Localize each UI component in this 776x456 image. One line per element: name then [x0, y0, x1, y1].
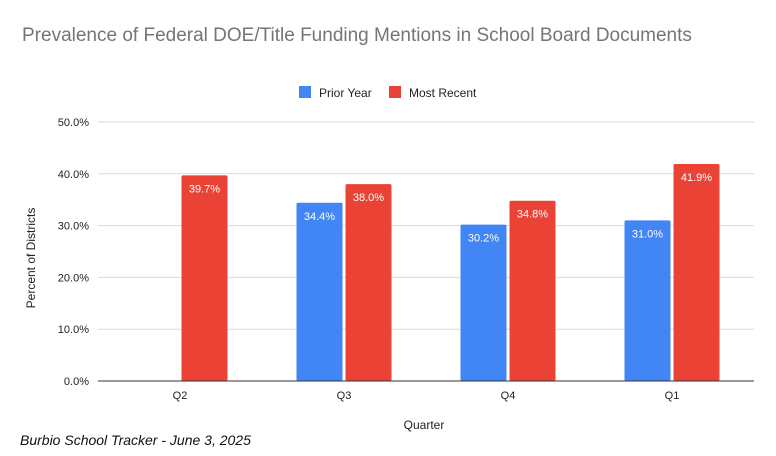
data-label-most-recent-q1: 41.9% — [681, 172, 712, 184]
legend: Prior Year Most Recent — [299, 86, 477, 100]
x-tick-label: Q4 — [501, 390, 516, 402]
x-axis-label: Quarter — [404, 418, 445, 432]
x-tick-label: Q3 — [337, 390, 352, 402]
legend-label-prior-year: Prior Year — [319, 86, 372, 100]
y-tick-label: 10.0% — [58, 324, 89, 336]
bar-prior-year-q4 — [460, 224, 507, 381]
bar-most-recent-q2 — [181, 175, 228, 381]
y-tick-label: 40.0% — [58, 169, 89, 181]
y-axis-ticks: 0.0% 10.0% 20.0% 30.0% 40.0% 50.0% — [58, 117, 89, 388]
chart-title: Prevalence of Federal DOE/Title Funding … — [22, 25, 692, 46]
data-label-prior-year-q3: 34.4% — [304, 211, 335, 223]
bar-prior-year-q1 — [624, 220, 671, 381]
y-axis-label: Percent of Districts — [24, 208, 38, 309]
bar-labels: 39.7% 34.4% 38.0% 30.2% 34.8% 31.0% 41.9% — [189, 172, 712, 245]
bars — [181, 163, 720, 381]
legend-swatch-most-recent — [389, 86, 401, 98]
y-tick-label: 20.0% — [58, 272, 89, 284]
legend-swatch-prior-year — [299, 86, 311, 98]
data-label-most-recent-q2: 39.7% — [189, 183, 220, 195]
bar-most-recent-q1 — [673, 163, 720, 381]
x-axis-ticks: Q2 Q3 Q4 Q1 — [173, 390, 680, 402]
y-tick-label: 50.0% — [58, 117, 89, 129]
bar-most-recent-q4 — [509, 200, 556, 381]
x-tick-label: Q1 — [665, 390, 680, 402]
source-note: Burbio School Tracker - June 3, 2025 — [20, 432, 251, 448]
data-label-most-recent-q3: 38.0% — [353, 192, 384, 204]
data-label-prior-year-q4: 30.2% — [468, 233, 499, 245]
y-tick-label: 30.0% — [58, 221, 89, 233]
y-tick-label: 0.0% — [64, 376, 89, 388]
legend-label-most-recent: Most Recent — [409, 86, 477, 100]
bar-most-recent-q3 — [345, 184, 392, 381]
bar-prior-year-q3 — [296, 202, 343, 381]
data-label-prior-year-q1: 31.0% — [632, 228, 663, 240]
x-tick-label: Q2 — [173, 390, 188, 402]
data-label-most-recent-q4: 34.8% — [517, 209, 548, 221]
